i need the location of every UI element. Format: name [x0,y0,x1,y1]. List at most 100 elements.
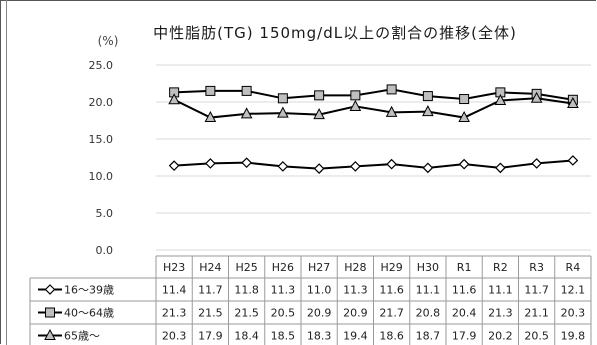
legend-label: 65歳～ [64,330,100,343]
data-label: 18.4 [234,330,259,343]
legend-label: 16～39歳 [64,284,114,297]
y-tick-label: 15.0 [89,133,114,146]
y-tick-label: 20.0 [89,96,114,109]
data-label: 18.6 [379,330,404,343]
series-square [169,84,578,105]
data-point [495,162,506,174]
data-label: 11.1 [416,284,441,297]
data-point [205,85,216,96]
data-point [277,106,289,118]
data-label: 11.3 [343,284,368,297]
x-tick-label: H24 [199,261,221,274]
data-point [422,162,434,174]
data-point [422,105,434,117]
data-label: 19.4 [343,330,368,343]
data-label: 11.6 [379,284,404,297]
data-label: 11.4 [162,284,187,297]
data-label: 18.3 [307,330,332,343]
data-label: 20.3 [561,307,586,320]
x-tick-label: H25 [235,261,257,274]
data-label: 18.7 [416,330,441,343]
data-label: 19.8 [561,330,586,343]
data-label: 21.1 [524,307,549,320]
series-diamond [168,155,579,174]
data-point [494,93,507,106]
y-tick-label: 10.0 [89,170,114,183]
data-label: 11.7 [198,284,223,297]
data-label: 20.3 [162,330,187,343]
data-label: 20.2 [488,330,513,343]
legend-marker [44,328,56,340]
data-point [530,91,543,103]
data-label: 11.1 [488,284,513,297]
gridlines [156,64,591,251]
chart-title: 中性脂肪(TG) 150mg/dL以上の割合の推移(全体) [153,24,517,42]
data-point [313,163,325,174]
data-point [386,84,397,95]
data-label: 20.5 [271,307,296,320]
data-label: 11.7 [524,284,549,297]
data-label: 21.7 [379,307,404,320]
data-point [386,158,397,170]
data-label: 20.9 [307,307,332,320]
data-label: 12.1 [561,284,586,297]
data-label: 17.9 [452,330,477,343]
x-tick-label: R3 [529,261,544,274]
y-tick-label: 5.0 [96,207,114,220]
x-tick-label: H27 [308,261,330,274]
x-tick-label: H26 [272,261,294,274]
data-label: 17.9 [198,330,223,343]
data-point [313,108,325,120]
x-tick-label: R1 [457,261,472,274]
y-tick-label: 0.0 [96,244,114,257]
data-label: 18.5 [271,330,296,343]
y-axis-unit-label: (%) [98,34,119,48]
data-label: 20.8 [416,307,441,320]
data-label: 11.8 [234,284,259,297]
data-point [567,155,579,166]
data-point [531,158,542,169]
data-point [314,90,325,101]
series-line [174,159,573,170]
legend-label: 40～64歳 [64,307,114,320]
data-label: 11.0 [307,284,332,297]
series-line [174,88,574,101]
series-line [173,97,574,119]
data-point [240,107,253,119]
data-label: 11.3 [271,284,296,297]
data-point [277,161,289,172]
data-point [458,158,470,170]
data-point [241,157,252,169]
data-point [567,96,579,108]
data-table: H23 H24 H25 H26 H27 H28 H29 H30 R1 R2 R3 R4 16～39歳 11… [29,255,592,345]
data-label: 11.6 [452,284,477,297]
legend-marker [45,307,55,318]
x-tick-label: R4 [566,261,581,274]
data-point [459,94,470,105]
data-label: 20.9 [343,307,368,320]
data-point [241,85,252,96]
data-point [422,91,433,102]
legend-marker [44,284,56,295]
data-point [168,160,180,171]
series-lines [168,84,579,174]
x-tick-label: R2 [493,261,508,274]
data-label: 21.5 [198,307,223,320]
data-point [168,93,180,105]
data-label: 21.3 [488,307,513,320]
data-point [350,161,361,172]
x-tick-label: H23 [163,261,185,274]
data-point [204,110,217,123]
x-tick-label: H29 [380,261,402,274]
x-tick-label: H28 [344,261,366,274]
series-triangle [168,91,579,123]
data-label: 21.3 [162,307,187,320]
data-label: 21.5 [234,307,259,320]
y-tick-label: 25.0 [89,59,114,72]
data-label: 20.4 [452,307,477,320]
page-left-rule [6,0,7,345]
data-label: 20.5 [524,330,549,343]
data-point [349,99,362,111]
